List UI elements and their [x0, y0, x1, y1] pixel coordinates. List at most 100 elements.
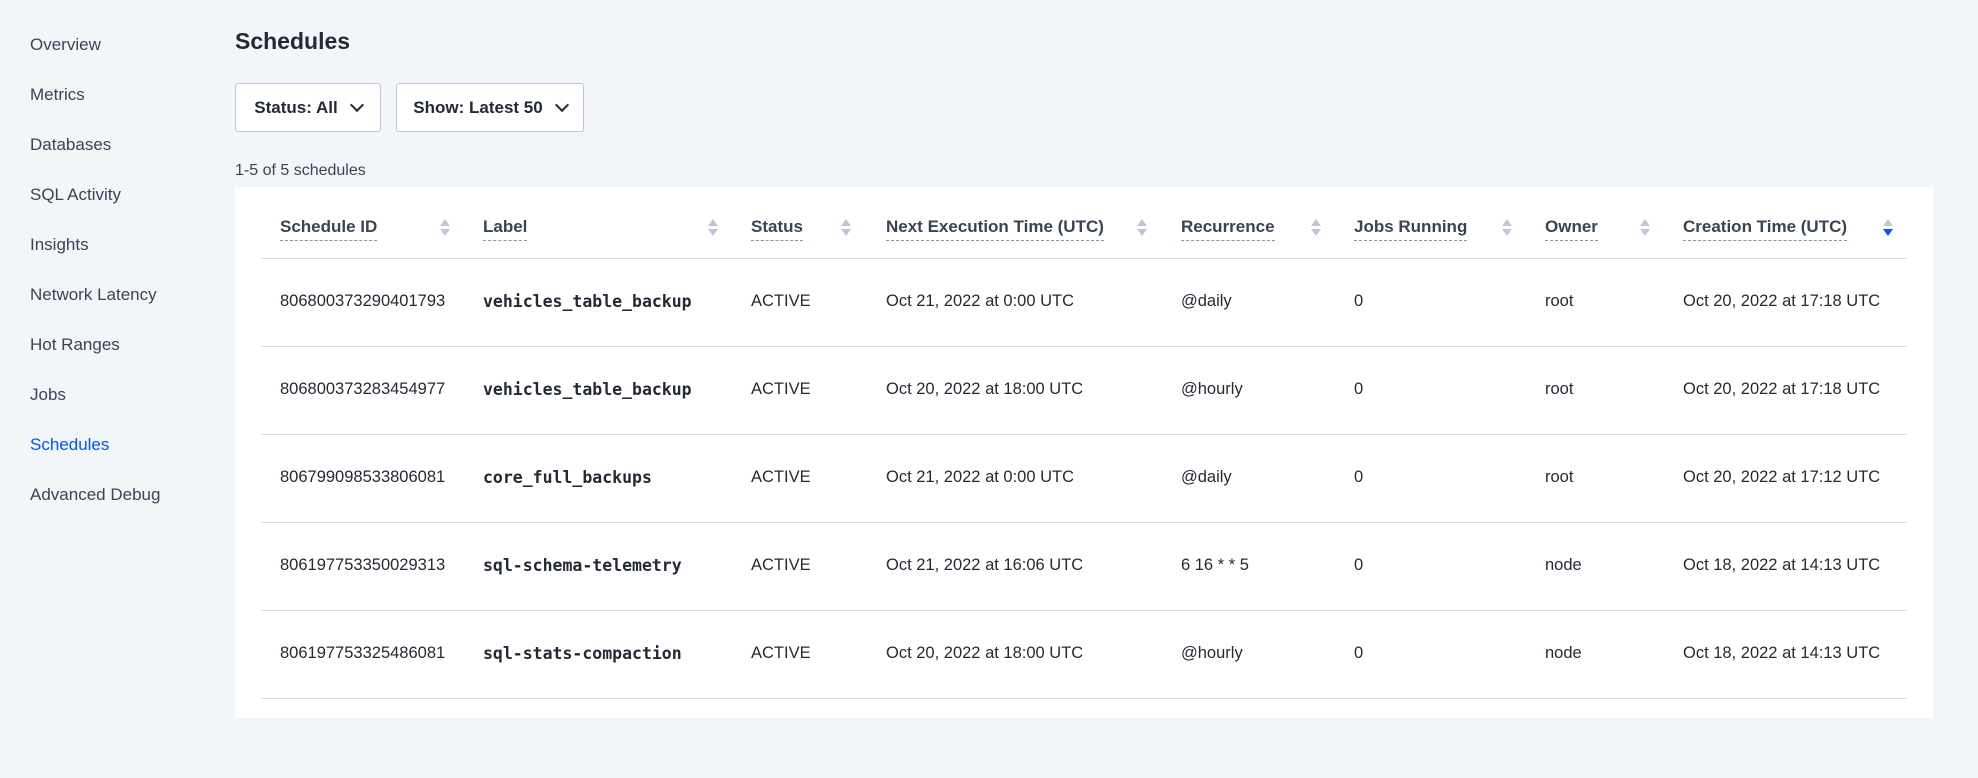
jobs-running-cell: 0 — [1354, 380, 1364, 398]
schedule-id-cell[interactable]: 806197753325486081 — [280, 644, 446, 662]
row-divider — [261, 522, 1907, 523]
column-header-label: Recurrence — [1181, 217, 1275, 241]
sidebar-item-schedules[interactable]: Schedules — [30, 435, 110, 454]
sort-down-icon — [708, 229, 718, 236]
sidebar-item-jobs[interactable]: Jobs — [30, 385, 66, 404]
sort-down-icon — [1883, 229, 1893, 236]
next-execution-time-cell: Oct 21, 2022 at 0:00 UTC — [886, 468, 1075, 486]
row-divider — [261, 346, 1907, 347]
column-header-label: Schedule ID — [280, 217, 378, 241]
sidebar-item-metrics[interactable]: Metrics — [30, 85, 85, 104]
schedule-id-cell[interactable]: 806800373283454977 — [280, 380, 446, 398]
owner-cell: root — [1545, 380, 1574, 398]
header-divider — [261, 258, 1907, 259]
recurrence-cell: @hourly — [1181, 644, 1243, 662]
label-cell[interactable]: core_full_backups — [483, 468, 652, 487]
sort-down-icon — [440, 229, 450, 236]
status-cell: ACTIVE — [751, 380, 811, 398]
sort-up-icon — [1137, 219, 1147, 226]
sort-down-icon — [1640, 229, 1650, 236]
status-cell: ACTIVE — [751, 468, 811, 486]
creation-time-cell: Oct 20, 2022 at 17:18 UTC — [1683, 292, 1881, 310]
sort-up-icon — [440, 219, 450, 226]
jobs-running-cell: 0 — [1354, 468, 1364, 486]
column-header-label: Owner — [1545, 217, 1598, 241]
creation-time-cell: Oct 18, 2022 at 14:13 UTC — [1683, 556, 1881, 574]
status-cell: ACTIVE — [751, 644, 811, 662]
sort-up-icon — [1883, 219, 1893, 226]
sort-icon[interactable] — [1502, 219, 1512, 236]
sidebar: Overview Metrics Databases SQL Activity Insi… — [30, 33, 160, 533]
sort-icon[interactable] — [1883, 219, 1893, 236]
row-divider — [261, 434, 1907, 435]
column-header-label: Creation Time (UTC) — [1683, 217, 1848, 241]
sort-down-icon — [1502, 229, 1512, 236]
creation-time-cell: Oct 18, 2022 at 14:13 UTC — [1683, 644, 1881, 662]
sort-down-icon — [841, 229, 851, 236]
sidebar-item-insights[interactable]: Insights — [30, 235, 89, 254]
sidebar-item-sql-activity[interactable]: SQL Activity — [30, 185, 122, 204]
label-cell[interactable]: vehicles_table_backup — [483, 292, 692, 311]
next-execution-time-cell: Oct 21, 2022 at 16:06 UTC — [886, 556, 1084, 574]
sort-down-icon — [1137, 229, 1147, 236]
column-header[interactable]: Recurrence — [1181, 217, 1275, 257]
schedule-id-cell[interactable]: 806197753350029313 — [280, 556, 446, 574]
status-cell: ACTIVE — [751, 292, 811, 310]
column-header[interactable]: Next Execution Time (UTC) — [886, 217, 1104, 257]
sidebar-item-hot-ranges[interactable]: Hot Ranges — [30, 335, 120, 354]
sidebar-item-network-latency[interactable]: Network Latency — [30, 285, 157, 304]
schedules-table: Schedule ID Label Status Next Execution Tim… — [235, 187, 1933, 718]
column-header[interactable]: Owner — [1545, 217, 1598, 257]
page-title: Schedules — [235, 28, 351, 54]
status-cell: ACTIVE — [751, 556, 811, 574]
jobs-running-cell: 0 — [1354, 644, 1364, 662]
sidebar-item-advanced-debug[interactable]: Advanced Debug — [30, 485, 161, 504]
column-header-label: Jobs Running — [1354, 217, 1468, 241]
column-header[interactable]: Status — [751, 217, 803, 257]
label-cell[interactable]: sql-stats-compaction — [483, 644, 682, 663]
schedule-id-cell[interactable]: 806799098533806081 — [280, 468, 446, 486]
column-header-label: Next Execution Time (UTC) — [886, 217, 1104, 241]
sort-up-icon — [1502, 219, 1512, 226]
sidebar-item-overview[interactable]: Overview — [30, 35, 101, 54]
show-filter-label: Show: Latest 50 — [413, 97, 543, 117]
column-header[interactable]: Creation Time (UTC) — [1683, 217, 1848, 257]
status-filter-label: Status: All — [254, 97, 338, 117]
creation-time-cell: Oct 20, 2022 at 17:18 UTC — [1683, 380, 1881, 398]
status-filter-dropdown[interactable]: Status: All — [235, 83, 381, 132]
column-header[interactable]: Jobs Running — [1354, 217, 1468, 257]
column-header[interactable]: Schedule ID — [280, 217, 378, 257]
sort-icon[interactable] — [1640, 219, 1650, 236]
jobs-running-cell: 0 — [1354, 556, 1364, 574]
label-cell[interactable]: vehicles_table_backup — [483, 380, 692, 399]
show-filter-dropdown[interactable]: Show: Latest 50 — [396, 83, 584, 132]
next-execution-time-cell: Oct 20, 2022 at 18:00 UTC — [886, 644, 1084, 662]
column-header-label: Label — [483, 217, 528, 241]
column-header[interactable]: Label — [483, 217, 528, 257]
owner-cell: node — [1545, 644, 1582, 662]
sort-up-icon — [708, 219, 718, 226]
recurrence-cell: @daily — [1181, 292, 1232, 310]
owner-cell: root — [1545, 468, 1574, 486]
jobs-running-cell: 0 — [1354, 292, 1364, 310]
recurrence-cell: @daily — [1181, 468, 1232, 486]
sort-icon[interactable] — [708, 219, 718, 236]
sort-down-icon — [1311, 229, 1321, 236]
sort-up-icon — [1311, 219, 1321, 226]
sort-icon[interactable] — [1137, 219, 1147, 236]
sort-icon[interactable] — [1311, 219, 1321, 236]
recurrence-cell: 6 16 * * 5 — [1181, 556, 1249, 574]
creation-time-cell: Oct 20, 2022 at 17:12 UTC — [1683, 468, 1881, 486]
next-execution-time-cell: Oct 20, 2022 at 18:00 UTC — [886, 380, 1084, 398]
sort-up-icon — [1640, 219, 1650, 226]
sort-icon[interactable] — [841, 219, 851, 236]
sidebar-item-databases[interactable]: Databases — [30, 135, 112, 154]
next-execution-time-cell: Oct 21, 2022 at 0:00 UTC — [886, 292, 1075, 310]
schedule-id-cell[interactable]: 806800373290401793 — [280, 292, 446, 310]
owner-cell: node — [1545, 556, 1582, 574]
sort-up-icon — [841, 219, 851, 226]
label-cell[interactable]: sql-schema-telemetry — [483, 556, 682, 575]
sort-icon[interactable] — [440, 219, 450, 236]
row-divider — [261, 610, 1907, 611]
column-header-label: Status — [751, 217, 803, 241]
